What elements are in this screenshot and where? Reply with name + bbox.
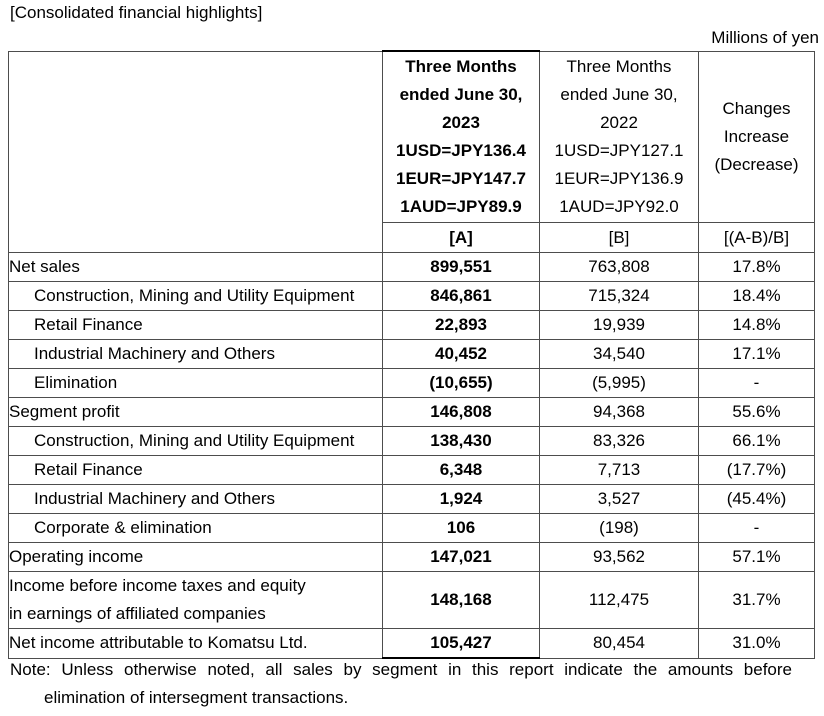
value-a: 106 [382, 513, 540, 543]
row-label: Retail Finance [8, 455, 383, 485]
value-change: - [698, 513, 815, 543]
col-a-header-line: 2023 [442, 113, 480, 132]
row-label: Elimination [8, 368, 383, 398]
value-a: 1,924 [382, 484, 540, 514]
col-b-header-line: 1AUD=JPY92.0 [559, 196, 679, 216]
row-label: Net sales [8, 252, 383, 282]
row-label: Industrial Machinery and Others [8, 339, 383, 369]
value-change: 31.7% [698, 571, 815, 629]
value-change: 57.1% [698, 542, 815, 572]
value-b: 7,713 [539, 455, 699, 485]
table-row-net-income: Net income attributable to Komatsu Ltd. … [8, 628, 815, 659]
value-b: 763,808 [539, 252, 699, 282]
col-a-header-line: 1EUR=JPY147.7 [396, 169, 526, 188]
footnote: Note: Unless otherwise noted, all sales … [10, 656, 792, 712]
col-a-header-line: 1USD=JPY136.4 [396, 141, 526, 160]
value-b: 94,368 [539, 397, 699, 427]
value-change: 14.8% [698, 310, 815, 340]
value-change: 18.4% [698, 281, 815, 311]
row-label: Construction, Mining and Utility Equipme… [8, 281, 383, 311]
value-change: 55.6% [698, 397, 815, 427]
value-a: 899,551 [382, 252, 540, 282]
col-a-tag: [A] [382, 222, 540, 253]
table-row-cmue-sales: Construction, Mining and Utility Equipme… [8, 281, 815, 311]
value-change: 31.0% [698, 628, 815, 659]
table-row-elimination: Elimination (10,655) (5,995) - [8, 368, 815, 398]
value-a: 105,427 [382, 628, 540, 659]
table-row-retail-finance-profit: Retail Finance 6,348 7,713 (17.7%) [8, 455, 815, 485]
value-a: (10,655) [382, 368, 540, 398]
table-row-segment-profit: Segment profit 146,808 94,368 55.6% [8, 397, 815, 427]
table-row-retail-finance-sales: Retail Finance 22,893 19,939 14.8% [8, 310, 815, 340]
value-change: - [698, 368, 815, 398]
value-change: 17.1% [698, 339, 815, 369]
table-row-net-sales: Net sales 899,551 763,808 17.8% [8, 252, 815, 282]
value-change: 66.1% [698, 426, 815, 456]
value-b: 715,324 [539, 281, 699, 311]
row-label: Net income attributable to Komatsu Ltd. [8, 628, 383, 659]
col-b-tag: [B] [539, 222, 699, 253]
col-b-header-line: 2022 [600, 112, 638, 132]
value-change: 17.8% [698, 252, 815, 282]
col-b-header-line: ended June 30, [560, 84, 678, 104]
col-b-header-line: 1USD=JPY127.1 [554, 140, 684, 160]
col-b-header-line: 1EUR=JPY136.9 [554, 168, 684, 188]
header-col-a-period: Three Months ended June 30, 2023 1USD=JP… [382, 50, 540, 223]
value-b: 93,562 [539, 542, 699, 572]
row-label: Operating income [8, 542, 383, 572]
col-a-header-line: 1AUD=JPY89.9 [400, 197, 522, 216]
table-row-industrial-machinery-profit: Industrial Machinery and Others 1,924 3,… [8, 484, 815, 514]
row-label-line: in earnings of affiliated companies [9, 604, 266, 623]
col-c-header-line: Changes [722, 98, 791, 118]
unit-of-measure-label: Millions of yen [711, 28, 819, 47]
header-row-tags: [A] [B] [(A-B)/B] [9, 222, 815, 253]
value-b: 80,454 [539, 628, 699, 659]
row-label-line: Income before income taxes and equity [9, 576, 306, 595]
value-b: 34,540 [539, 339, 699, 369]
row-label: Corporate & elimination [8, 513, 383, 543]
col-c-tag: [(A-B)/B] [698, 222, 815, 253]
col-a-header-line: Three Months [405, 57, 517, 76]
table-row-industrial-machinery-sales: Industrial Machinery and Others 40,452 3… [8, 339, 815, 369]
value-change: (45.4%) [698, 484, 815, 514]
value-a: 147,021 [382, 542, 540, 572]
financial-highlights-table: Three Months ended June 30, 2023 1USD=JP… [8, 50, 815, 659]
col-b-header-line: Three Months [566, 56, 672, 76]
value-b: 83,326 [539, 426, 699, 456]
header-col-changes: Changes Increase (Decrease) [698, 50, 815, 223]
row-label: Retail Finance [8, 310, 383, 340]
row-label: Income before income taxes and equity in… [8, 571, 383, 629]
table-row-operating-income: Operating income 147,021 93,562 57.1% [8, 542, 815, 572]
value-a: 40,452 [382, 339, 540, 369]
value-change: (17.7%) [698, 455, 815, 485]
col-a-header-line: ended June 30, [399, 85, 523, 104]
page-title: [Consolidated financial highlights] [10, 3, 263, 22]
header-empty-cell [8, 50, 383, 253]
row-label: Construction, Mining and Utility Equipme… [8, 426, 383, 456]
col-c-header-line: Increase [723, 126, 790, 146]
table-row-cmue-profit: Construction, Mining and Utility Equipme… [8, 426, 815, 456]
value-a: 846,861 [382, 281, 540, 311]
value-a: 22,893 [382, 310, 540, 340]
value-a: 138,430 [382, 426, 540, 456]
value-b: (198) [539, 513, 699, 543]
value-a: 148,168 [382, 571, 540, 629]
row-label: Segment profit [8, 397, 383, 427]
value-b: 3,527 [539, 484, 699, 514]
value-b: 19,939 [539, 310, 699, 340]
table-row-income-before-taxes: Income before income taxes and equity in… [8, 571, 815, 629]
header-row-periods: Three Months ended June 30, 2023 1USD=JP… [8, 50, 815, 253]
footnote-line: elimination of intersegment transactions… [44, 688, 349, 707]
value-b: 112,475 [539, 571, 699, 629]
footnote-line: Note: Unless otherwise noted, all sales … [10, 660, 792, 679]
value-a: 6,348 [382, 455, 540, 485]
value-a: 146,808 [382, 397, 540, 427]
col-c-header-line: (Decrease) [714, 154, 799, 174]
table-row-corporate-elimination: Corporate & elimination 106 (198) - [8, 513, 815, 543]
row-label: Industrial Machinery and Others [8, 484, 383, 514]
value-b: (5,995) [539, 368, 699, 398]
header-col-b-period: Three Months ended June 30, 2022 1USD=JP… [539, 50, 699, 223]
